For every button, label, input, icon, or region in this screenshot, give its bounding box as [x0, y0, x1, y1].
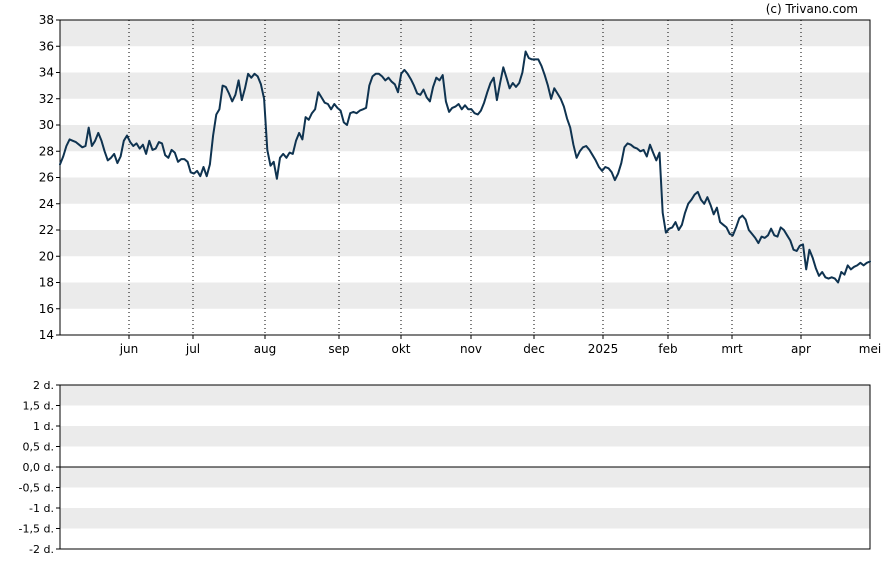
- price-x-tick-label: aug: [254, 342, 277, 356]
- price-grid-band: [60, 125, 870, 152]
- price-x-tick-label: sep: [328, 342, 349, 356]
- price-y-tick-label: 28: [39, 144, 54, 158]
- dividend-y-tick-label: -1 d.: [29, 502, 54, 515]
- price-x-tick-label: jul: [185, 342, 200, 356]
- dividend-y-tick-label: -2 d.: [29, 543, 54, 556]
- dividend-y-tick-label: 1,5 d.: [23, 400, 54, 413]
- credit-label: (c) Trivano.com: [766, 2, 858, 16]
- price-x-tick-label: nov: [460, 342, 482, 356]
- price-x-tick-label: dec: [523, 342, 545, 356]
- price-grid-band: [60, 20, 870, 47]
- price-x-tick-label: mrt: [721, 342, 743, 356]
- dividend-y-tick-label: 2 d.: [33, 379, 54, 392]
- dividend-grid-bands: [60, 385, 870, 529]
- dividend-y-tick-label: -1,5 d.: [19, 523, 54, 536]
- price-grid-band: [60, 72, 870, 99]
- price-x-axis: jun jul aug sep okt nov dec 2025 feb mrt apr mei: [119, 335, 881, 356]
- price-y-tick-label: 26: [39, 171, 54, 185]
- price-y-tick-label: 14: [39, 328, 54, 342]
- dividend-y-axis: -2 d. -1,5 d. -1 d. -0,5 d. 0,0 d. 0,5 d. 1 d.…: [19, 379, 60, 556]
- price-chart: 14 16 18 20 22 24 26 28 30 32 34 36 38 jun jul aug sep o…: [39, 13, 881, 356]
- dividend-y-tick-label: 0,5 d.: [23, 441, 54, 454]
- dividend-y-tick-label: 0,0 d.: [23, 461, 54, 474]
- price-grid-month-lines: [128, 20, 802, 335]
- price-y-tick-label: 32: [39, 92, 54, 106]
- price-y-tick-label: 34: [39, 66, 54, 80]
- price-y-tick-label: 20: [39, 249, 54, 263]
- price-y-tick-label: 16: [39, 302, 54, 316]
- dividend-y-tick-label: -0,5 d.: [19, 482, 54, 495]
- price-x-tick-label: mei: [859, 342, 881, 356]
- price-y-tick-label: 30: [39, 118, 54, 132]
- price-y-tick-label: 38: [39, 13, 54, 27]
- price-x-tick-label: feb: [658, 342, 677, 356]
- price-y-tick-label: 36: [39, 39, 54, 53]
- price-x-tick-label: 2025: [588, 342, 619, 356]
- price-grid-bands: [60, 20, 870, 309]
- price-grid-band: [60, 230, 870, 257]
- price-series-line: [59, 50, 871, 284]
- dividend-chart: -2 d. -1,5 d. -1 d. -0,5 d. 0,0 d. 0,5 d. 1 d.…: [19, 379, 871, 556]
- price-y-axis: 14 16 18 20 22 24 26 28 30 32 34 36 38: [39, 13, 60, 342]
- dividend-grid-band: [60, 385, 870, 406]
- dividend-y-tick-label: 1 d.: [33, 420, 54, 433]
- dividend-grid-band: [60, 467, 870, 488]
- dividend-grid-band: [60, 508, 870, 529]
- price-x-tick-label: apr: [791, 342, 811, 356]
- price-x-tick-label: okt: [392, 342, 411, 356]
- price-y-tick-label: 24: [39, 197, 54, 211]
- price-y-tick-label: 18: [39, 276, 54, 290]
- dividend-grid-band: [60, 426, 870, 447]
- price-x-tick-label: jun: [119, 342, 139, 356]
- price-y-tick-label: 22: [39, 223, 54, 237]
- price-grid-band: [60, 177, 870, 204]
- price-grid-band: [60, 282, 870, 309]
